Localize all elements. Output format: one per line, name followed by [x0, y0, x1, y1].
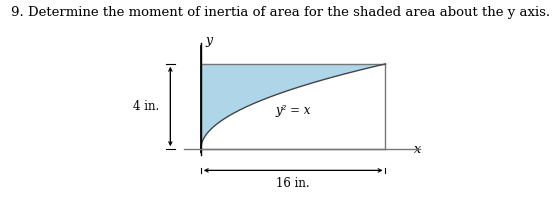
- Text: y² = x: y² = x: [276, 104, 311, 117]
- Text: 9. Determine the moment of inertia of area for the shaded area about the y axis.: 9. Determine the moment of inertia of ar…: [11, 6, 550, 19]
- Polygon shape: [201, 64, 386, 149]
- Text: 16 in.: 16 in.: [276, 177, 310, 190]
- Text: x: x: [414, 142, 422, 156]
- Text: y: y: [206, 34, 213, 47]
- Text: 4 in.: 4 in.: [133, 100, 160, 113]
